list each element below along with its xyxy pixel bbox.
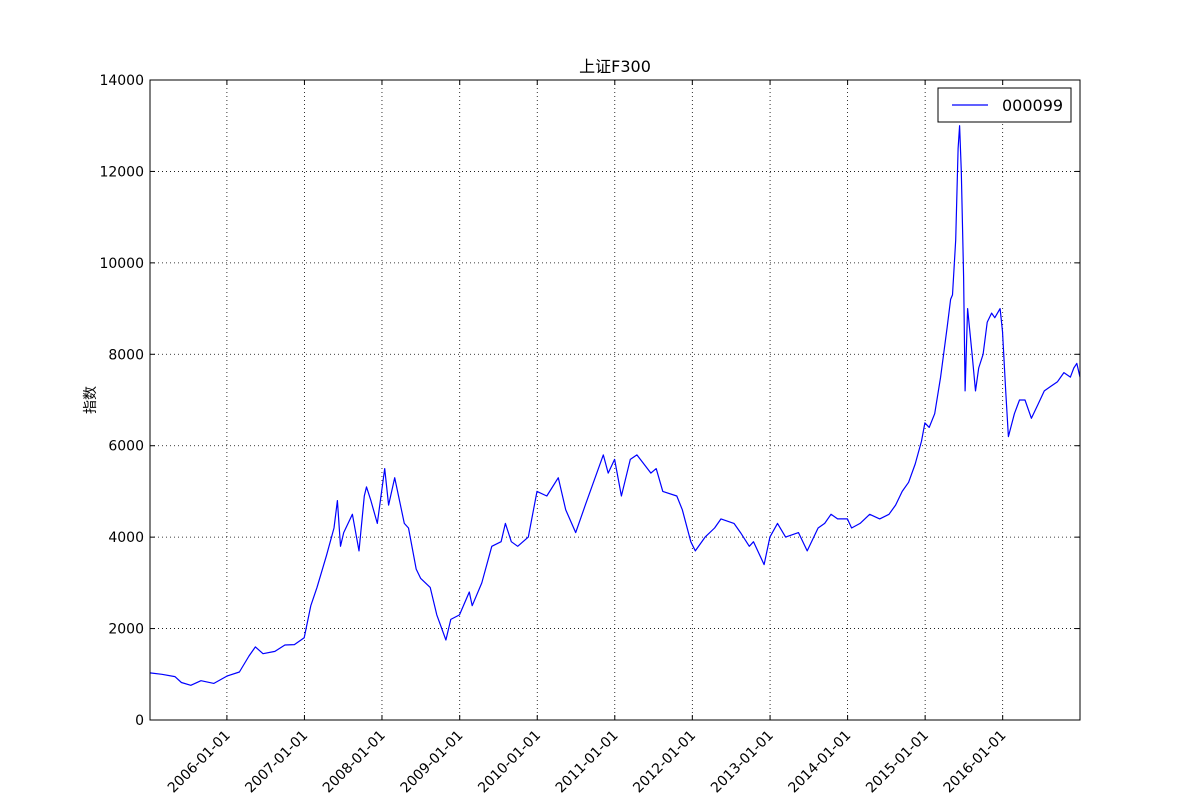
y-tick-label: 4000 bbox=[108, 530, 144, 546]
series-layer bbox=[149, 125, 1081, 686]
y-tick-label: 14000 bbox=[99, 73, 144, 89]
series-line-000099 bbox=[149, 125, 1081, 686]
legend: 000099 bbox=[937, 87, 1072, 123]
x-tick-label: 2008-01-01 bbox=[320, 728, 389, 797]
x-tick-label: 2012-01-01 bbox=[630, 728, 699, 797]
y-axis-label: 指数 bbox=[83, 386, 99, 414]
y-axis: 0 2000 4000 6000 8000 10000 12000 14000 bbox=[99, 73, 1080, 729]
y-tick-label: 0 bbox=[135, 713, 144, 729]
chart-title: 上证F300 bbox=[579, 57, 651, 76]
x-tick-label: 2007-01-01 bbox=[242, 728, 311, 797]
y-tick-label: 6000 bbox=[108, 439, 144, 455]
x-tick-label: 2006-01-01 bbox=[165, 728, 234, 797]
x-axis: 2006-01-01 2007-01-01 2008-01-01 2009-01-01… bbox=[165, 80, 1010, 796]
legend-label: 000099 bbox=[1002, 96, 1063, 115]
y-tick-label: 8000 bbox=[108, 347, 144, 363]
y-tick-label: 10000 bbox=[99, 256, 144, 272]
x-tick-label: 2011-01-01 bbox=[553, 728, 622, 797]
x-tick-label: 2016-01-01 bbox=[941, 728, 1010, 797]
x-tick-label: 2014-01-01 bbox=[786, 728, 855, 797]
x-tick-label: 2013-01-01 bbox=[708, 728, 777, 797]
y-tick-label: 2000 bbox=[108, 622, 144, 638]
x-tick-label: 2015-01-01 bbox=[863, 728, 932, 797]
grid-lines bbox=[150, 80, 1080, 720]
y-tick-label: 12000 bbox=[99, 164, 144, 180]
x-tick-label: 2010-01-01 bbox=[475, 728, 544, 797]
x-tick-label: 2009-01-01 bbox=[398, 728, 467, 797]
